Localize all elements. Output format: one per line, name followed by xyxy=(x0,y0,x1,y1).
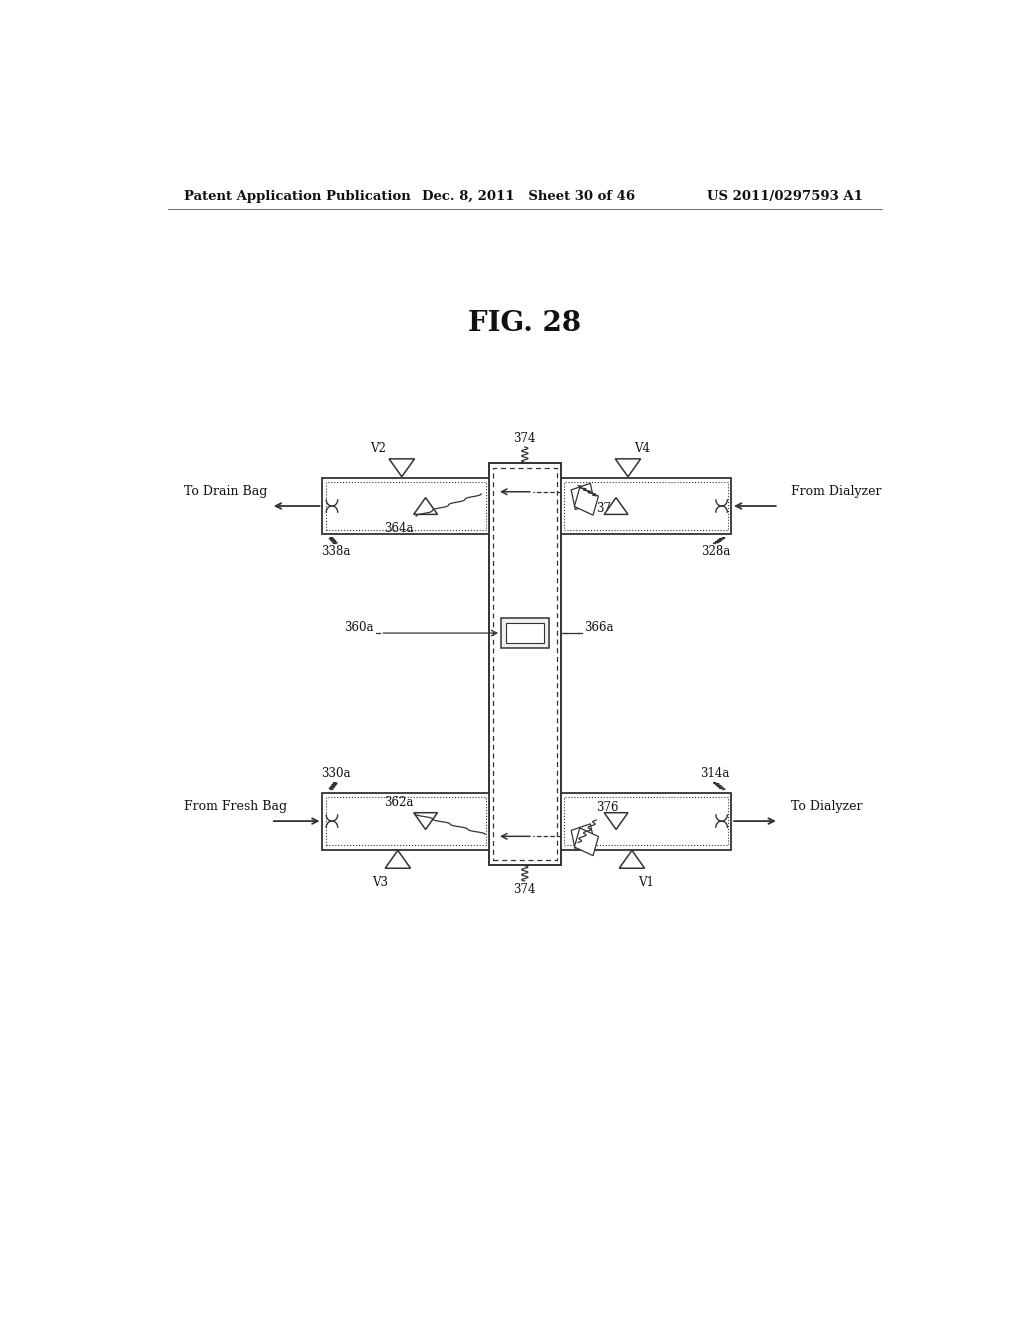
Bar xyxy=(560,478,731,535)
Bar xyxy=(560,792,731,850)
Bar xyxy=(506,623,544,643)
Text: V4: V4 xyxy=(634,442,650,455)
Text: Patent Application Publication: Patent Application Publication xyxy=(183,190,411,202)
Text: From Fresh Bag: From Fresh Bag xyxy=(183,800,287,813)
Text: 338a: 338a xyxy=(322,545,350,557)
Bar xyxy=(326,482,486,531)
Bar xyxy=(323,478,489,535)
Text: To Drain Bag: To Drain Bag xyxy=(183,484,267,498)
Text: 366a: 366a xyxy=(585,622,613,635)
Text: 374: 374 xyxy=(514,432,536,445)
Text: V2: V2 xyxy=(370,442,386,455)
Text: V3: V3 xyxy=(373,875,388,888)
Bar xyxy=(326,797,486,846)
Bar xyxy=(574,487,598,515)
Text: 362a: 362a xyxy=(384,796,414,809)
Text: Dec. 8, 2011   Sheet 30 of 46: Dec. 8, 2011 Sheet 30 of 46 xyxy=(422,190,635,202)
Bar xyxy=(563,482,728,531)
Text: 314a: 314a xyxy=(700,767,730,780)
Bar xyxy=(563,797,728,846)
Text: FIG. 28: FIG. 28 xyxy=(468,310,582,337)
Bar xyxy=(494,469,557,859)
Bar xyxy=(571,483,595,510)
Text: 328a: 328a xyxy=(700,545,730,557)
Text: To Dialyzer: To Dialyzer xyxy=(791,800,862,813)
Text: 374: 374 xyxy=(514,883,536,896)
Bar xyxy=(574,828,598,855)
Text: 360a: 360a xyxy=(344,622,374,635)
Text: From Dialyzer: From Dialyzer xyxy=(791,484,882,498)
Text: 376: 376 xyxy=(596,801,618,814)
Bar xyxy=(489,463,560,865)
Polygon shape xyxy=(604,498,628,515)
Text: V1: V1 xyxy=(638,875,654,888)
Text: 376: 376 xyxy=(596,502,618,515)
Bar xyxy=(323,792,489,850)
Bar xyxy=(571,824,595,850)
Text: 330a: 330a xyxy=(322,767,350,780)
Polygon shape xyxy=(385,850,411,869)
Polygon shape xyxy=(615,459,641,477)
Polygon shape xyxy=(414,813,437,829)
Polygon shape xyxy=(620,850,645,869)
Polygon shape xyxy=(389,459,415,477)
Polygon shape xyxy=(604,813,628,829)
Bar xyxy=(501,618,549,648)
Text: 364a: 364a xyxy=(384,523,414,536)
Text: US 2011/0297593 A1: US 2011/0297593 A1 xyxy=(708,190,863,202)
Polygon shape xyxy=(414,498,437,515)
